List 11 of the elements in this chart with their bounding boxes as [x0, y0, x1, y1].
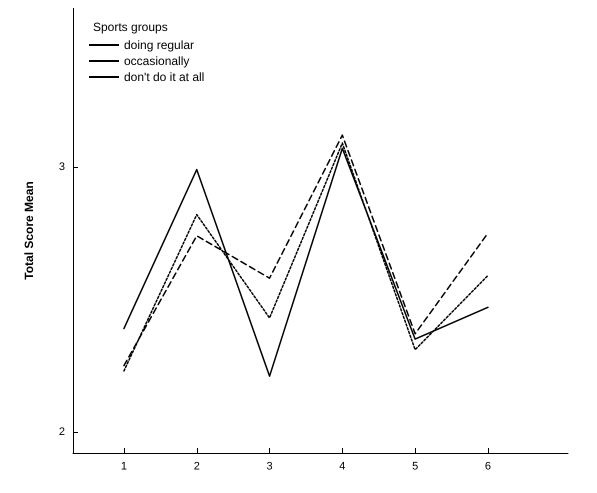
legend-label: don't do it at all: [124, 70, 204, 84]
x-tick-label: 4: [339, 460, 346, 472]
x-tick-label: 3: [266, 460, 273, 472]
legend-label: occasionally: [124, 54, 190, 68]
y-axis-title: Total Score Mean: [22, 181, 36, 280]
x-tick-label: 6: [484, 460, 491, 472]
legend-title: Sports groups: [93, 20, 168, 34]
x-tick-label: 5: [412, 460, 418, 472]
x-tick-label: 1: [120, 460, 128, 472]
legend-label: doing regular: [124, 38, 194, 52]
x-tick-label: 2: [194, 460, 200, 472]
